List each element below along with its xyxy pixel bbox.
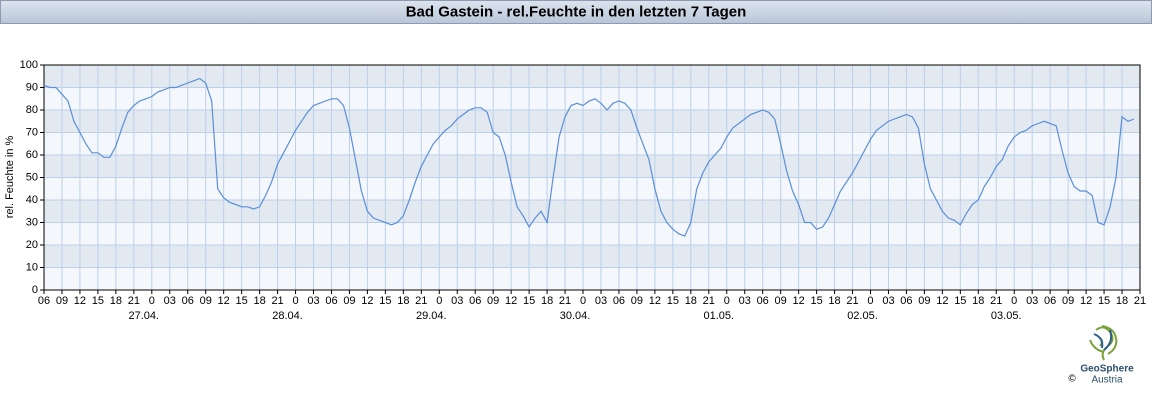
x-tick-label: 06 [182, 295, 194, 307]
logo-mark [1089, 325, 1118, 361]
y-tick-label: 70 [26, 126, 38, 138]
x-tick-label: 09 [56, 295, 68, 307]
x-tick-label: 09 [343, 295, 355, 307]
x-tick-label: 06 [900, 295, 912, 307]
x-tick-label: 06 [325, 295, 337, 307]
x-tick-label: 18 [253, 295, 265, 307]
x-tick-label: 0 [724, 295, 730, 307]
date-label: 29.04. [416, 310, 447, 322]
band [44, 245, 1140, 268]
x-tick-label: 0 [867, 295, 873, 307]
x-tick-label: 09 [918, 295, 930, 307]
x-tick-label: 0 [1011, 295, 1017, 307]
x-tick-label: 09 [775, 295, 787, 307]
y-tick-label: 10 [26, 261, 38, 273]
y-tick-label: 0 [32, 284, 38, 296]
x-tick-label: 18 [828, 295, 840, 307]
x-tick-label: 21 [559, 295, 571, 307]
x-tick-label: 21 [271, 295, 283, 307]
logo-mark [1093, 329, 1113, 351]
x-tick-label: 06 [613, 295, 625, 307]
y-axis-label: rel. Feuchte in % [4, 136, 16, 219]
x-tick-label: 03 [739, 295, 751, 307]
x-tick-label: 21 [415, 295, 427, 307]
x-tick-label: 18 [685, 295, 697, 307]
x-tick-label: 15 [1098, 295, 1110, 307]
y-tick-label: 20 [26, 239, 38, 251]
y-tick-label: 40 [26, 194, 38, 206]
x-tick-label: 09 [200, 295, 212, 307]
x-tick-label: 15 [92, 295, 104, 307]
x-tick-label: 03 [595, 295, 607, 307]
x-tick-label: 21 [703, 295, 715, 307]
x-tick-label: 06 [1044, 295, 1056, 307]
y-tick-label: 90 [26, 81, 38, 93]
chart-title: Bad Gastein - rel.Feuchte in den letzten… [406, 3, 747, 20]
x-tick-label: 21 [846, 295, 858, 307]
x-tick-label: 09 [631, 295, 643, 307]
y-tick-label: 100 [20, 59, 38, 71]
date-label: 27.04. [129, 310, 160, 322]
date-label: 28.04. [272, 310, 303, 322]
x-tick-label: 18 [110, 295, 122, 307]
x-tick-label: 12 [1080, 295, 1092, 307]
y-tick-label: 80 [26, 104, 38, 116]
band [44, 200, 1140, 223]
x-tick-label: 21 [1134, 295, 1146, 307]
logo-name: GeoSphere [1080, 364, 1134, 375]
x-tick-label: 12 [505, 295, 517, 307]
band [44, 155, 1140, 178]
x-tick-label: 15 [523, 295, 535, 307]
x-tick-label: 15 [954, 295, 966, 307]
copyright: © [1068, 374, 1076, 385]
x-tick-label: 03 [451, 295, 463, 307]
date-label: 30.04. [560, 310, 591, 322]
x-tick-label: 15 [236, 295, 248, 307]
x-tick-label: 12 [74, 295, 86, 307]
logo: GeoSphere © Austria [1068, 325, 1134, 386]
x-tick-label: 03 [1026, 295, 1038, 307]
x-tick-label: 03 [882, 295, 894, 307]
x-tick-label: 18 [541, 295, 553, 307]
x-tick-label: 18 [972, 295, 984, 307]
x-tick-label: 18 [397, 295, 409, 307]
date-label: 03.05. [991, 310, 1022, 322]
x-tick-label: 06 [469, 295, 481, 307]
x-tick-label: 21 [128, 295, 140, 307]
x-tick-label: 15 [379, 295, 391, 307]
data-line [43, 77, 1135, 237]
logo-sub: Austria [1091, 375, 1123, 386]
x-tick-label: 12 [218, 295, 230, 307]
x-tick-label: 15 [810, 295, 822, 307]
x-tick-label: 12 [792, 295, 804, 307]
x-tick-label: 03 [164, 295, 176, 307]
band [44, 65, 1140, 88]
y-tick-label: 60 [26, 149, 38, 161]
y-tick-label: 50 [26, 171, 38, 183]
x-tick-label: 12 [936, 295, 948, 307]
band [44, 110, 1140, 133]
x-tick-label: 12 [361, 295, 373, 307]
x-tick-label: 0 [436, 295, 442, 307]
x-tick-label: 0 [149, 295, 155, 307]
x-tick-label: 0 [580, 295, 586, 307]
x-tick-label: 0 [292, 295, 298, 307]
x-tick-label: 09 [1062, 295, 1074, 307]
x-tick-label: 09 [487, 295, 499, 307]
x-tick-label: 15 [667, 295, 679, 307]
plot-border [43, 64, 1141, 291]
date-label: 01.05. [703, 310, 734, 322]
y-tick-label: 30 [26, 216, 38, 228]
x-tick-label: 06 [38, 295, 50, 307]
x-tick-label: 06 [757, 295, 769, 307]
date-label: 02.05. [847, 310, 878, 322]
x-tick-label: 03 [307, 295, 319, 307]
x-tick-label: 12 [649, 295, 661, 307]
x-tick-label: 18 [1116, 295, 1128, 307]
x-tick-label: 21 [990, 295, 1002, 307]
